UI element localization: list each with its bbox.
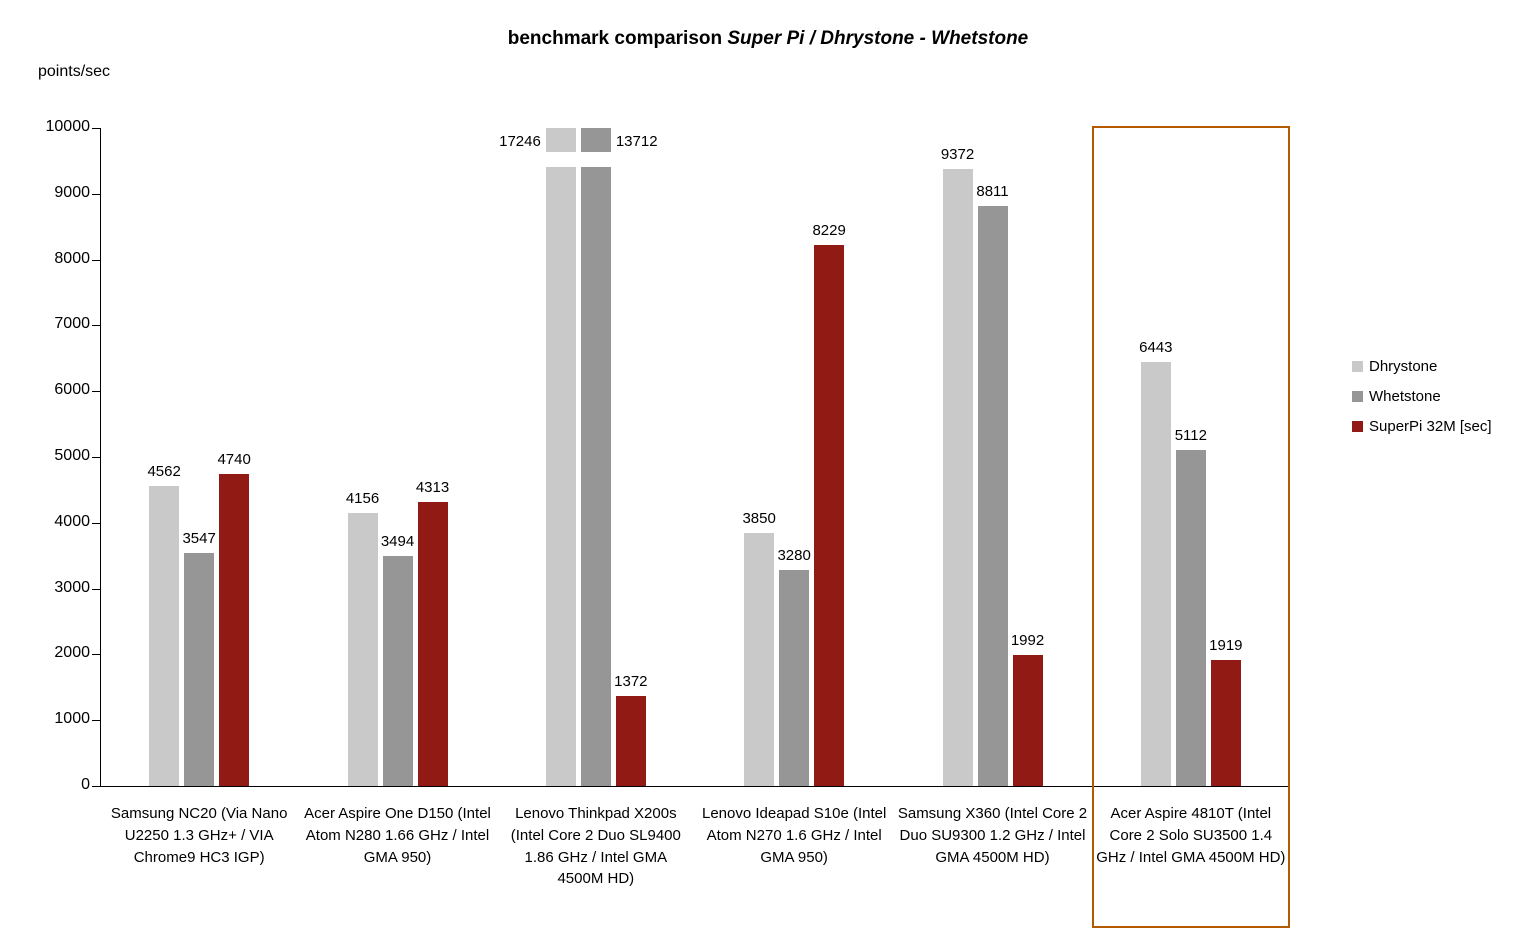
bar-value-label: 4562 — [147, 462, 181, 480]
highlight-box — [1091, 126, 1290, 928]
y-tick-mark — [92, 720, 100, 722]
y-tick-mark — [92, 654, 100, 656]
bar-value-label: 1992 — [1010, 631, 1045, 649]
y-tick-mark — [92, 325, 100, 327]
category-label: Acer Aspire One D150 (Intel Atom N280 1.… — [304, 805, 491, 866]
legend-label: SuperPi 32M [sec] — [1369, 418, 1492, 435]
bar-value-label: 13712 — [615, 133, 658, 150]
chart-title-italic: Super Pi / Dhrystone - Whetstone — [727, 28, 1029, 49]
y-tick-label: 6000 — [54, 381, 90, 399]
category-label: Samsung X360 (Intel Core 2 Duo SU9300 1.… — [897, 805, 1088, 866]
y-tick-label: 5000 — [54, 447, 90, 464]
y-axis-unit-label: points/sec — [38, 63, 111, 80]
bar-value-label: 8811 — [976, 183, 1009, 201]
y-tick-mark — [92, 391, 100, 393]
y-tick-mark — [92, 786, 100, 787]
bar-value-label: 3494 — [380, 533, 415, 551]
bar-value-label: 6443 — [1139, 339, 1173, 357]
y-tick-label: 7000 — [54, 315, 90, 333]
bar-dhrystone — [347, 512, 378, 786]
bar-superpi-32m-sec — [417, 502, 448, 786]
y-tick-mark — [92, 259, 100, 261]
y-tick-label: 9000 — [54, 183, 90, 201]
y-tick-mark — [92, 128, 100, 129]
y-tick-mark — [92, 457, 100, 458]
bar-dhrystone — [942, 169, 973, 786]
legend-item: Whetstone — [1352, 388, 1492, 405]
bar-value-label: 3850 — [742, 509, 776, 527]
bar-dhrystone — [149, 485, 180, 786]
legend-item: SuperPi 32M [sec] — [1352, 418, 1492, 435]
y-tick-label: 3000 — [54, 578, 90, 596]
bar-value-label: 3547 — [182, 529, 216, 547]
legend-label: Whetstone — [1369, 388, 1441, 405]
y-axis-line — [100, 128, 101, 787]
bar-dhrystone — [1140, 362, 1171, 786]
bar-dhrystone — [744, 532, 775, 786]
bar-value-label: 8229 — [812, 221, 846, 239]
bar-whetstone — [977, 206, 1008, 786]
bar-value-label: 1372 — [614, 672, 648, 690]
bar-whetstone — [184, 552, 215, 786]
legend-item: Dhrystone — [1352, 358, 1492, 375]
bar-value-label: 3280 — [777, 547, 811, 565]
y-tick-mark — [92, 522, 100, 524]
bar-value-label: 9372 — [940, 146, 975, 164]
bar-scale-break — [544, 152, 577, 167]
bar-value-label: 5112 — [1174, 426, 1207, 444]
legend-swatch-icon — [1352, 391, 1363, 402]
category-label: Lenovo Ideapad S10e (Intel Atom N270 1.6… — [702, 805, 887, 866]
y-tick-label: 1000 — [54, 710, 90, 728]
bar-value-label: 1919 — [1209, 636, 1243, 654]
bar-superpi-32m-sec — [814, 244, 845, 786]
bar-whetstone — [382, 556, 413, 786]
bar-whetstone — [779, 570, 810, 786]
legend: Dhrystone Whetstone SuperPi 32M [sec] — [1352, 358, 1492, 448]
bar-dhrystone — [545, 128, 576, 786]
bar-scale-break — [579, 152, 612, 167]
bar-superpi-32m-sec — [1210, 659, 1241, 786]
bar-whetstone — [580, 128, 611, 786]
y-tick-label: 0 — [81, 776, 90, 793]
bar-superpi-32m-sec — [219, 474, 250, 786]
category-label: Acer Aspire 4810T (Intel Core 2 Solo SU3… — [1096, 805, 1286, 866]
legend-swatch-icon — [1352, 361, 1363, 372]
y-tick-label: 4000 — [54, 512, 90, 530]
chart-title: benchmark comparison Super Pi / Dhryston… — [0, 28, 1536, 50]
bar-superpi-32m-sec — [1012, 654, 1043, 786]
bar-value-label: 4740 — [217, 451, 251, 469]
y-tick-mark — [92, 193, 100, 195]
category-label: Lenovo Thinkpad X200s (Intel Core 2 Duo … — [510, 805, 681, 888]
bar-value-label: 4156 — [345, 489, 380, 507]
y-tick-mark — [92, 588, 100, 590]
y-tick-label: 10000 — [45, 118, 91, 135]
y-tick-label: 8000 — [54, 249, 90, 267]
bar-value-label: 17246 — [499, 133, 541, 150]
bar-whetstone — [1175, 449, 1206, 786]
y-tick-label: 2000 — [54, 644, 90, 662]
x-axis-line — [100, 786, 1290, 787]
legend-label: Dhrystone — [1369, 358, 1438, 375]
category-label: Samsung NC20 (Via Nano U2250 1.3 GHz+ / … — [110, 805, 288, 866]
chart-title-prefix: benchmark comparison — [507, 28, 728, 49]
bar-value-label: 4313 — [415, 479, 450, 497]
legend-swatch-icon — [1352, 421, 1363, 432]
bar-superpi-32m-sec — [615, 695, 646, 786]
